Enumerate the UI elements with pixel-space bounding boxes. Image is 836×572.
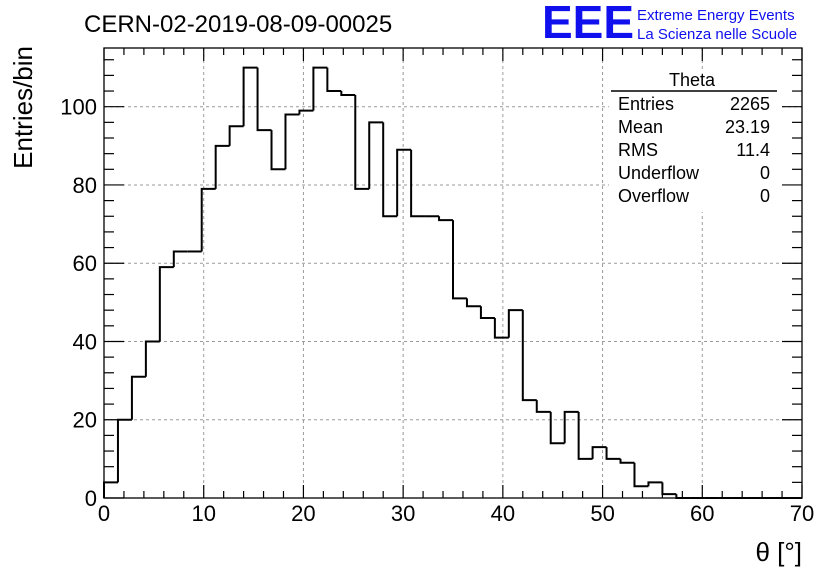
histogram-bin <box>256 67 272 132</box>
stats-row-label: Underflow <box>618 163 700 183</box>
histogram-bin <box>158 266 174 342</box>
histogram-bin <box>354 94 370 190</box>
y-tick-label: 100 <box>60 95 97 120</box>
histogram-bin <box>577 411 593 460</box>
histogram-bin <box>549 411 565 445</box>
histogram-bin <box>465 298 481 308</box>
axis-ticks <box>103 48 803 499</box>
histogram-bin <box>228 125 244 146</box>
histogram-bin <box>535 400 551 413</box>
stats-row-value: 0 <box>760 163 770 183</box>
histogram-bin <box>172 250 188 268</box>
stats-box-background <box>609 72 779 212</box>
x-tick-label: 20 <box>291 501 315 526</box>
histogram-bin <box>284 113 300 170</box>
histogram-bin <box>200 187 216 252</box>
histogram-bin <box>410 149 426 218</box>
histogram-bin <box>298 109 314 115</box>
histogram-bin <box>326 67 342 93</box>
plot-frame <box>103 47 803 499</box>
eee-logo: EEE Extreme Energy Events La Scienza nel… <box>542 0 797 48</box>
eee-logo-letters: EEE <box>542 0 634 48</box>
histogram-bin <box>116 418 132 483</box>
x-tick-label: 70 <box>790 501 814 526</box>
histogram-bin <box>507 309 523 338</box>
histogram-bin <box>103 481 118 498</box>
histogram-bin <box>619 458 635 464</box>
histogram-bin <box>242 66 258 127</box>
y-tick-label: 40 <box>73 329 97 354</box>
histogram-bin <box>479 306 495 319</box>
eee-logo-line2: La Scienza nelle Scuole <box>637 26 797 43</box>
histogram-bin <box>312 66 328 111</box>
x-tick-label: 60 <box>690 501 714 526</box>
chart-title: CERN-02-2019-08-09-00025 <box>84 11 392 38</box>
histogram-bin <box>452 220 467 300</box>
stats-row-label: RMS <box>618 140 658 160</box>
histogram-bin <box>633 462 649 488</box>
stats-row-label: Entries <box>618 94 674 114</box>
y-tick-label: 0 <box>85 486 97 511</box>
histogram-bin <box>661 482 677 496</box>
histogram-bin <box>605 447 621 460</box>
x-tick-label: 40 <box>491 501 515 526</box>
histogram-bin <box>591 446 607 459</box>
histogram-bin <box>144 340 160 377</box>
eee-logo-line1: Extreme Energy Events <box>637 7 795 24</box>
x-tick-label: 50 <box>590 501 614 526</box>
y-axis-label: Entries/bin <box>8 46 38 169</box>
histogram-bin <box>382 122 398 218</box>
histogram-bin <box>493 318 509 339</box>
histogram-series <box>103 66 802 499</box>
stats-row-value: 11.4 <box>736 140 770 160</box>
histogram-bin <box>563 410 579 444</box>
histogram-bin <box>396 148 412 217</box>
stats-box-title: Theta <box>669 70 716 90</box>
y-tick-label: 60 <box>73 251 97 276</box>
histogram-bin <box>340 91 356 96</box>
x-tick-label: 0 <box>98 501 110 526</box>
histogram-bin <box>270 130 286 171</box>
y-tick-label: 20 <box>73 408 97 433</box>
x-tick-label: 10 <box>191 501 215 526</box>
histogram-bin <box>130 375 146 420</box>
stats-row-value: 2265 <box>730 94 770 114</box>
histogram-bin <box>438 216 453 222</box>
histogram-bin <box>647 481 663 487</box>
x-axis-label: θ [°] <box>755 537 802 567</box>
stats-rows: Entries 2265 Mean 23.19 RMS 11.4 Underflow 0 Ove… <box>618 94 770 206</box>
y-tick-labels: 0 20 40 60 80 100 <box>60 95 97 511</box>
stats-box: Theta Entries 2265 Mean 23.19 RMS 11.4 Underfl… <box>609 70 779 212</box>
y-tick-label: 80 <box>73 173 97 198</box>
x-tick-labels: 0 10 20 30 40 50 60 70 <box>98 501 814 526</box>
stats-row-label: Overflow <box>618 186 690 206</box>
x-tick-label: 30 <box>391 501 415 526</box>
histogram-bin <box>214 144 230 189</box>
stats-row-value: 23.19 <box>725 117 770 137</box>
histogram-bin <box>521 310 537 402</box>
stats-row-label: Mean <box>618 117 663 137</box>
histogram-bin <box>368 121 384 189</box>
stats-row-value: 0 <box>760 186 770 206</box>
